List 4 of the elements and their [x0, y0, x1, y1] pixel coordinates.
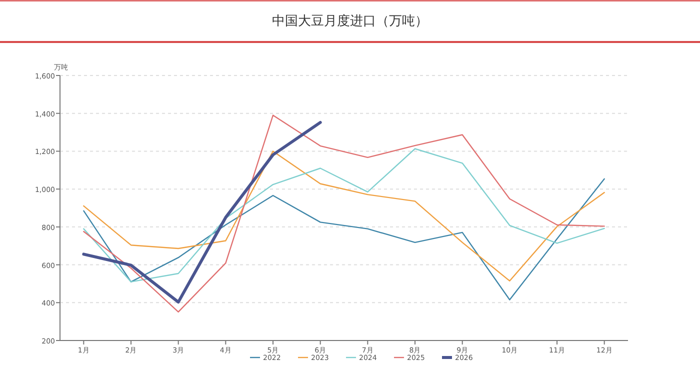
line-series	[82, 120, 322, 304]
chart-title: 中国大豆月度进口（万吨）	[272, 13, 428, 29]
line-series	[83, 178, 605, 300]
line-series	[83, 114, 605, 313]
